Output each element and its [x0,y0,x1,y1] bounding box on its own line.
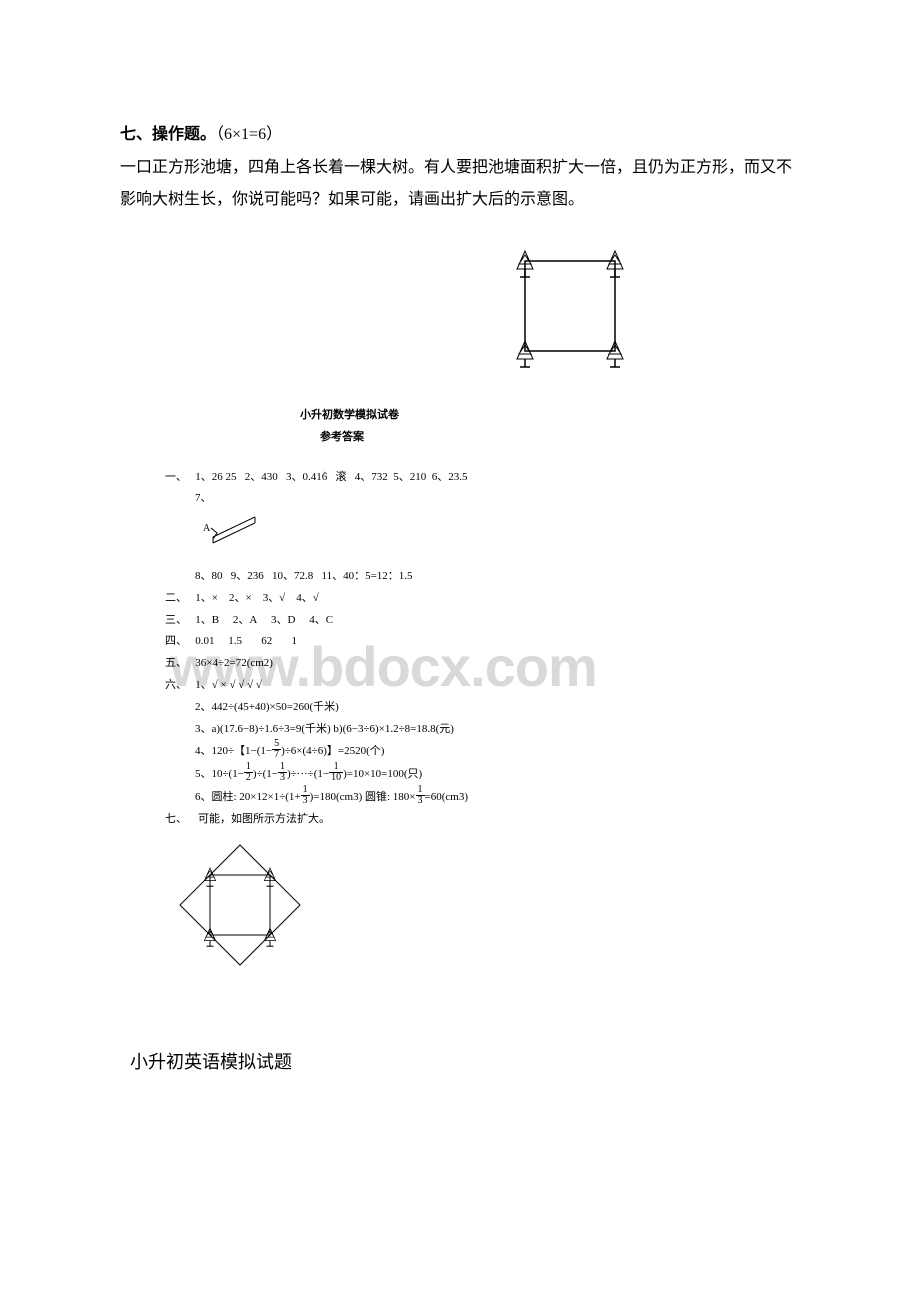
answer-6-3: 3、a)(17.6−8)÷1.6÷3=9(千米) b)(6−3÷6)×1.2÷8… [195,720,800,740]
answer-6-4: 4、120÷【1−(1−57)÷6×(4÷6)】=2520(个) [195,741,800,762]
title-points: （6×1=6） [216,126,282,143]
title-bold: 七、操作题。 [120,126,216,143]
answer-subtitle: 参考答案 [320,428,800,448]
section-7-title: 七、操作题。（6×1=6） [120,120,800,144]
english-exam-heading: 小升初英语模拟试题 [130,1048,800,1074]
solution-diagram [175,840,800,978]
answer-5: 五、 36×4÷2=72(cm2) [165,654,800,674]
answer-3: 三、 1、B 2、A 3、D 4、C [165,611,800,631]
answer-6-2: 2、442÷(45+40)×50=260(千米) [195,698,800,718]
answer-4: 四、 0.01 1.5 62 1 [165,632,800,652]
pond-diagram [500,236,640,376]
answer-1-row2: 8、80 9、236 10、72.8 11、40：5=12：1.5 [195,567,800,587]
answer-2: 二、 1、× 2、× 3、√ 4、√ [165,589,800,609]
answer-6-5: 5、10÷(1−12)÷(1−13)÷···÷(1−110)=10×10=100… [195,764,800,785]
answer-key-section: 小升初数学模拟试卷 参考答案 一、 1、26 25 2、430 3、0.416 … [120,406,800,978]
answer-1-item7: 7、 [195,489,800,509]
answer-1-figure: A [195,511,800,559]
answer-1-row1: 一、 1、26 25 2、430 3、0.416 滚 4、732 5、210 6… [165,468,800,488]
answer-6-1: 六、 1、√ × √ √ √ √ [165,676,800,696]
problem-text: 一口正方形池塘，四角上各长着一棵大树。有人要把池塘面积扩大一倍，且仍为正方形，而… [120,152,800,216]
document-content: 七、操作题。（6×1=6） 一口正方形池塘，四角上各长着一棵大树。有人要把池塘面… [120,120,800,1074]
answer-7: 七、 可能，如图所示方法扩大。 [165,810,800,830]
answer-title: 小升初数学模拟试卷 [300,406,800,426]
label-a: A [203,523,211,534]
answer-6-6: 6、圆柱: 20×12×1÷(1+13)=180(cm3) 圆锥: 180×13… [195,787,800,808]
